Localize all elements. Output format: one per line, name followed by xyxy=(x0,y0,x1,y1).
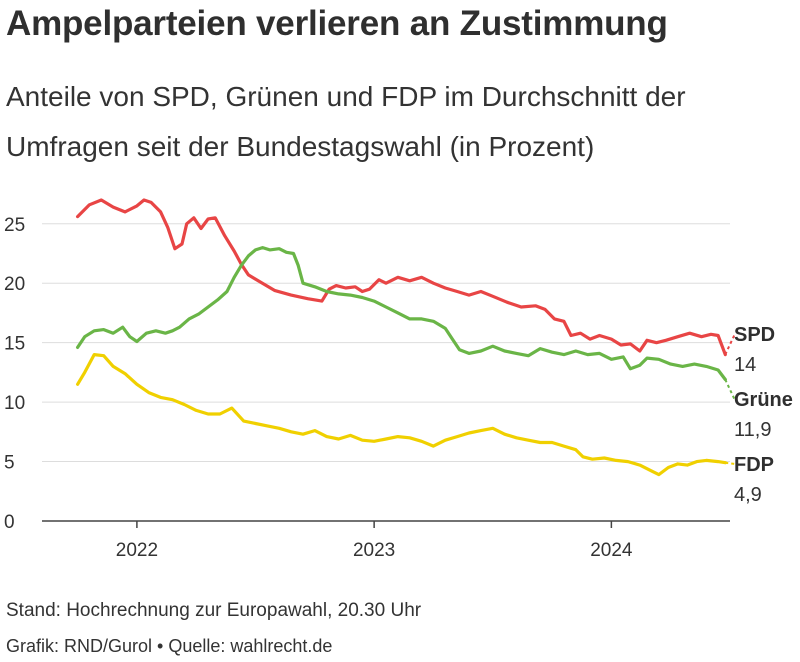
chart-subtitle: Anteile von SPD, Grünen und FDP im Durch… xyxy=(6,81,686,162)
series-label-fdp: FDP xyxy=(734,454,774,476)
x-tick-label-2023: 2023 xyxy=(353,540,395,561)
series-label-grne: Grüne xyxy=(734,389,793,411)
series-line-spd xyxy=(76,198,727,357)
series-value-fdp: 4,9 xyxy=(734,484,762,506)
y-tick-label-25: 25 xyxy=(4,215,25,236)
y-tick-label-15: 15 xyxy=(4,334,25,355)
x-tick-label-2022: 2022 xyxy=(116,540,158,561)
y-tick-label-20: 20 xyxy=(4,274,25,295)
y-tick-label-10: 10 xyxy=(4,393,25,414)
series-value-grne: 11,9 xyxy=(734,419,771,441)
footer-credit: Grafik: RND/Gurol • Quelle: wahlrecht.de xyxy=(6,636,333,656)
series-projection-spd xyxy=(724,333,736,355)
y-tick-label-0: 0 xyxy=(4,512,15,533)
series-label-spd: SPD xyxy=(734,324,775,346)
series-line-grne xyxy=(76,246,727,382)
x-tick-label-2024: 2024 xyxy=(590,540,633,561)
y-tick-label-5: 5 xyxy=(4,453,15,474)
series-projection-grne xyxy=(724,379,736,401)
chart-title: Ampelparteien verlieren an Zustimmung xyxy=(6,4,668,43)
series-projection-fdp xyxy=(725,461,735,465)
series-value-spd: 14 xyxy=(734,354,756,376)
footer-note: Stand: Hochrechnung zur Europawahl, 20.3… xyxy=(6,600,422,621)
series-line-fdp xyxy=(76,353,727,477)
